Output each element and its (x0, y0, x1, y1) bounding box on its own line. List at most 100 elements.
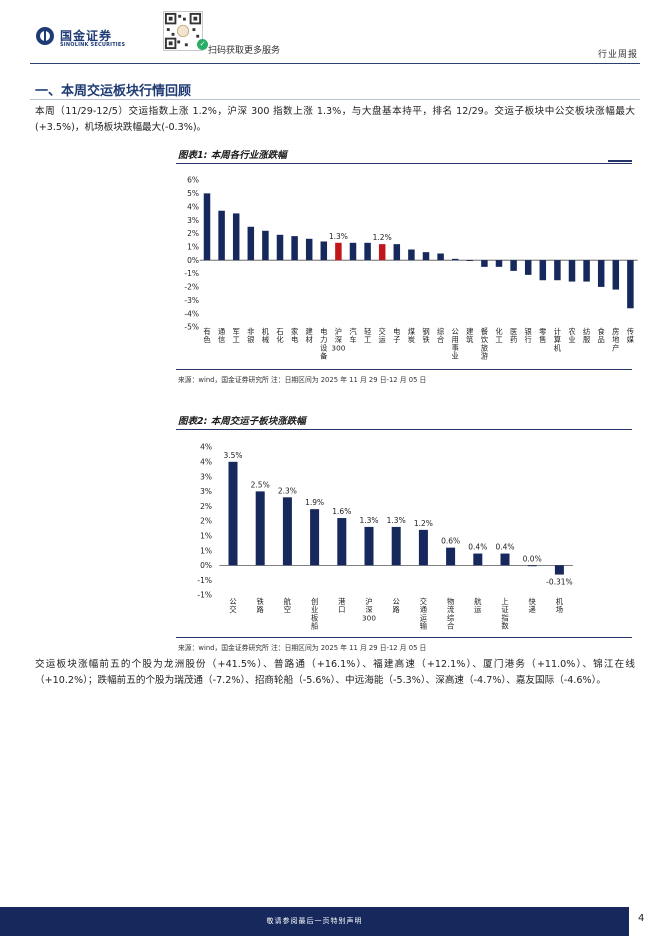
chart1-bar (627, 260, 634, 309)
chart1-bar (510, 260, 517, 271)
chart1-data-label: 1.2% (373, 233, 392, 242)
chart1-y-tick: 3% (187, 216, 199, 225)
chart1-bar (291, 236, 298, 261)
chart1-bar (568, 260, 576, 282)
chart1-category-label: 汽车 (349, 327, 357, 344)
figure2-title: 图表2: 本周交运子板块涨跌幅 (178, 416, 306, 427)
chart2-bar (310, 509, 320, 566)
footer-disclaimer: 敬请参阅最后一页特别声明 (266, 917, 363, 925)
chart1-bar (583, 260, 590, 282)
chart1-category-label: 餐饮旅游 (481, 327, 489, 361)
chart2-bar (391, 526, 401, 566)
chart2-y-tick: 4% (200, 458, 212, 467)
chart1-y-tick: 2% (187, 229, 199, 238)
chart1-y-tick: 1% (187, 243, 199, 252)
page-number: 4 (638, 913, 645, 924)
footer-bar (0, 907, 629, 936)
chart1-y-tick: -4% (184, 309, 199, 318)
chart2-category-label: 机场 (556, 597, 564, 614)
chart2-category-label: 航空 (284, 597, 292, 614)
figure1-accent-rule (608, 160, 632, 162)
chart2-bar (446, 547, 456, 566)
chart1-bar (232, 213, 240, 261)
chart2-data-label: 2.5% (251, 480, 270, 489)
chart2-bar (473, 553, 483, 566)
chart1-bar (524, 260, 532, 275)
chart2-bar (527, 565, 537, 567)
chart1-bar (422, 252, 430, 261)
chart1-data-label: 1.3% (329, 232, 348, 241)
chart2-y-tick: 2% (200, 517, 212, 526)
chart1-bar (247, 226, 255, 261)
chart2-y-tick: 1% (200, 546, 212, 555)
scan-prompt: 扫码获取更多服务 (208, 46, 281, 56)
chart1-bar (335, 242, 342, 261)
section-divider (30, 99, 640, 100)
chart2-bar (500, 553, 510, 566)
chart2-category-label: 公交 (229, 597, 237, 614)
chart1-y-tick: -1% (184, 269, 199, 278)
chart2-data-label: -0.31% (546, 578, 573, 587)
chart1-category-label: 机械 (262, 327, 270, 344)
brand-name-en: SINOLINK SECURITIES (60, 42, 126, 48)
chart2-y-tick: -1% (197, 576, 212, 585)
chart1-y-tick: 4% (187, 202, 199, 211)
chart2-y-tick: 0% (200, 561, 212, 570)
chart2-data-label: 1.6% (332, 507, 351, 516)
chart1-category-label: 轻工 (364, 327, 371, 344)
chart2-bar (418, 529, 428, 566)
chart1-category-label: 煤炭 (408, 327, 416, 344)
chart2-data-label: 3.5% (223, 451, 242, 460)
chart1-bar (466, 260, 474, 261)
chart1-category-label: 综合 (437, 327, 445, 344)
chart1-bar (378, 244, 386, 261)
chart2-category-label: 沪深 300 (362, 597, 376, 622)
chart1-bar (276, 234, 284, 261)
chart1-category-label: 银行 (525, 327, 533, 344)
report-type-label: 行业周报 (597, 50, 638, 60)
chart1-category-label: 钢铁 (422, 327, 430, 344)
figure1-top-rule (176, 163, 632, 164)
chart2-category-label: 交通运输 (420, 597, 428, 631)
chart2-category-label: 上证指数 (501, 597, 509, 631)
chart2-data-label: 2.3% (278, 486, 297, 495)
chart2-data-label: 0.4% (495, 543, 514, 552)
header-divider (30, 63, 640, 64)
chart1-category-label: 传媒 (627, 327, 635, 344)
chart1-category-label: 非银 (247, 327, 255, 344)
chart2-y-tick: 4% (200, 443, 212, 452)
chart2-y-tick: 1% (200, 532, 212, 541)
chart2-y-tick: 3% (200, 472, 212, 481)
chart2-bar (337, 518, 347, 566)
chart1-category-label: 计算机 (554, 327, 562, 352)
chart2-category-label: 创业板船 (311, 597, 319, 631)
chart1-category-label: 公用事业 (452, 327, 460, 361)
summary-paragraph: 本周（11/29-12/5）交运指数上涨 1.2%，沪深 300 指数上涨 1.… (35, 106, 635, 133)
chart1-category-label: 军工 (233, 327, 240, 344)
figure2-top-rule (176, 429, 632, 430)
chart1-bar (203, 193, 211, 261)
chart1-bar (437, 253, 444, 261)
chart2-bar (554, 565, 564, 575)
wechat-icon: ✓ (197, 39, 208, 50)
chart1-category-label: 医药 (510, 327, 517, 344)
figure2-bottom-rule (176, 637, 632, 638)
chart2-bar (228, 461, 238, 566)
chart1-category-label: 电子 (393, 327, 401, 344)
figure1-source: 来源：wind，国金证券研究所 注：日期区间为 2025 年 11 月 29 日… (178, 376, 427, 384)
chart1-category-label: 沪深 300 (331, 327, 345, 352)
chart1-category-label: 农业 (568, 327, 576, 344)
chart2-data-label: 0.0% (523, 554, 542, 563)
chart2-data-label: 0.6% (441, 537, 460, 546)
chart2-data-label: 1.9% (305, 498, 324, 507)
chart1-y-tick: 5% (187, 189, 199, 198)
chart2-y-tick: 3% (200, 487, 212, 496)
chart1-bar (364, 242, 371, 261)
chart1-bar (349, 242, 357, 261)
chart1-bar (481, 260, 488, 267)
chart1-category-label: 电力设备 (320, 327, 328, 361)
chart2-bar (282, 497, 292, 566)
qr-code-icon[interactable] (163, 11, 203, 51)
chart1-bar (539, 260, 547, 281)
